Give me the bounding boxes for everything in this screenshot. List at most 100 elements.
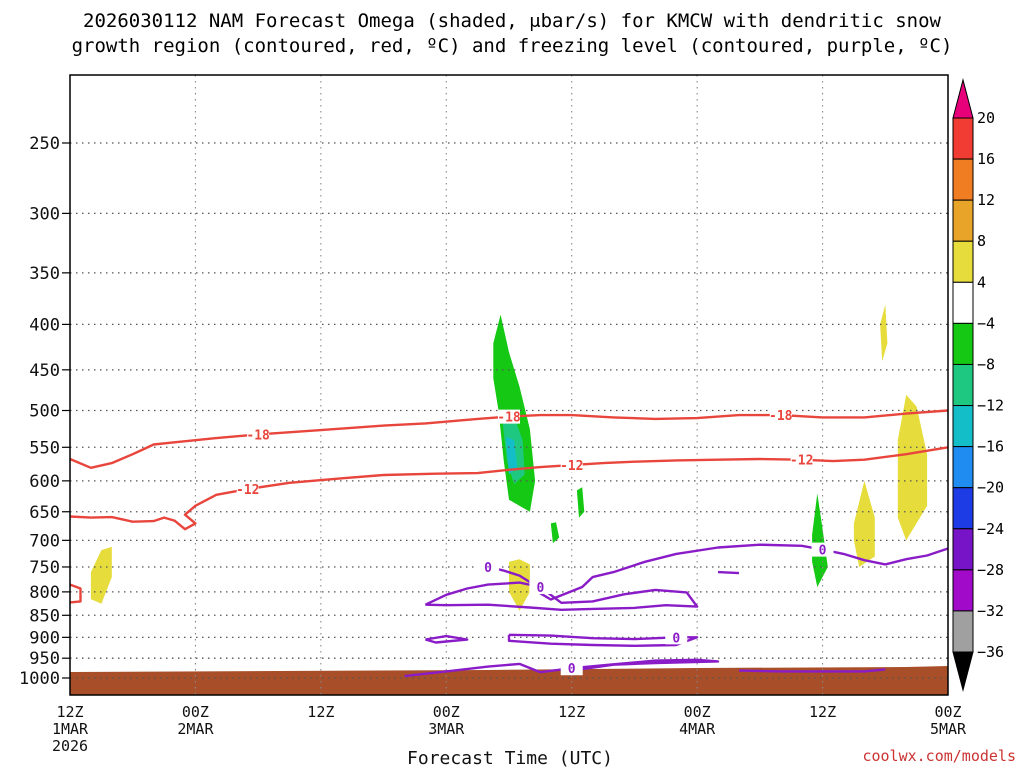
dendritic-contour-label-bg [247,427,270,442]
colorbar-swatch [952,446,974,489]
dendritic-contour-label-bg [498,409,520,424]
omega-fill-region [550,522,560,544]
y-tick-label: 800 [29,583,60,603]
colorbar-swatch [952,569,974,612]
omega-fill-region [897,394,928,541]
omega-fill-region [812,493,828,587]
x-tick-label: 00Z [934,703,961,721]
dendritic-growth-contours: -18 -18 -18 -12 -12 -12 [69,408,949,604]
x-tick-label: 12Z [809,703,836,721]
x-tick-label: 2026 [52,737,88,755]
freezing-contour-line [738,668,886,673]
colorbar-bottom-arrow [952,651,974,692]
colorbar-tick-label: −4 [977,314,995,332]
colorbar-tick-label: 8 [977,232,986,250]
colorbar-tick-label: −32 [977,602,1004,620]
colorbar-tick-label: 12 [977,191,995,209]
dendritic-contour-label: -12 [790,454,813,469]
colorbar-tick-label: −28 [977,561,1004,579]
x-axis-label: Forecast Time (UTC) [407,748,613,768]
dendritic-contour-label: -18 [246,428,270,443]
omega-fill-region [505,436,518,475]
dendritic-contour-label-bg [236,482,259,497]
freezing-contour-line [424,581,699,611]
ground-layer [70,666,948,695]
colorbar-tick-label: −36 [977,643,1004,661]
freezing-contour-line [717,570,740,575]
omega-fill-region [853,480,875,567]
colorbar-swatch [952,610,974,653]
y-tick-label: 750 [29,558,60,578]
colorbar-swatch [952,281,974,324]
x-tick-label: 1MAR [52,720,89,738]
x-tick-label: 4MAR [679,720,716,738]
x-tick-label: 3MAR [428,720,465,738]
colorbar-swatch [952,117,974,160]
omega-fill-region [880,304,888,362]
colorbar-swatch [952,405,974,448]
ground-surface [70,666,948,695]
colorbar-tick-label: −24 [977,520,1004,538]
colorbar-tick-label: −8 [977,355,995,373]
colorbar-tick-label: −16 [977,438,1004,456]
dendritic-contour-label-bg [790,452,813,467]
colorbar-tick-label: 20 [977,109,995,127]
omega-fill-region [509,559,530,611]
colorbar-swatch [952,528,974,571]
freezing-contour-label-bg [529,580,552,595]
freezing-contour-label: 0 [484,561,492,576]
colorbar-tick-label: −20 [977,479,1004,497]
colorbar-swatch [952,240,974,283]
freezing-contour-line [425,634,469,644]
chart-title-line-2: growth region (contoured, red, ºC) and f… [72,35,953,57]
y-tick-label: 1000 [19,669,60,689]
x-tick-label: 00Z [433,703,460,721]
colorbar-tick-label: 4 [977,273,986,291]
y-tick-label: 700 [29,531,60,551]
colorbar-swatch [952,158,974,201]
freezing-contour-label-bg [560,661,583,676]
colorbar-tick-label: −12 [977,397,1004,415]
colorbar-swatch [952,322,974,365]
x-tick-label: 12Z [558,703,585,721]
y-tick-label: 400 [29,315,60,335]
y-tick-label: 250 [29,134,60,154]
dendritic-contour-label: -18 [497,411,521,426]
chart-title-line-1: 2026030112 NAM Forecast Omega (shaded, μ… [83,10,941,32]
y-tick-label: 500 [29,402,60,422]
x-tick-label: 12Z [307,703,334,721]
dendritic-contour-label-bg [769,408,792,423]
colorbar-tick-label: 16 [977,150,995,168]
y-tick-label: 850 [29,606,60,626]
plot-area: -18 -18 -18 -12 -12 -12 0 0 0 0 0 [69,74,949,696]
colorbar-swatch [952,363,974,407]
y-tick-label: 550 [29,438,60,458]
x-tick-label: 00Z [182,703,209,721]
dendritic-contour-label-bg [560,458,583,473]
x-tick-label: 5MAR [930,720,967,738]
dendritic-contour-line [69,446,949,531]
credit-text: coolwx.com/models [862,747,1016,765]
dendritic-contour-label: -12 [560,459,583,474]
dendritic-contour-line [69,583,82,604]
y-tick-label: 300 [29,204,60,224]
y-tick-label: 900 [29,628,60,648]
y-tick-label: 950 [29,649,60,669]
freezing-contour-label-bg [477,559,500,574]
y-tick-label: 350 [29,264,60,284]
freezing-level-contours: 0 0 0 0 0 [404,542,949,678]
freezing-contour-label-bg [665,630,688,645]
colorbar-swatch [952,199,974,242]
plot-frame [69,74,949,696]
freezing-contour-line [404,658,720,678]
omega-fill-region [576,487,585,518]
x-tick-label: 00Z [684,703,711,721]
freezing-contour-label-bg [811,542,834,557]
x-tick-label: 12Z [56,703,83,721]
colorbar-top-arrow [952,78,974,119]
freezing-contour-label: 0 [819,544,827,559]
colorbar: 20 16 12 8 4 −4 −8 −12 −16 −20 −24 −28 −32 −36 [952,78,1004,692]
dendritic-contour-label: -12 [236,483,259,498]
